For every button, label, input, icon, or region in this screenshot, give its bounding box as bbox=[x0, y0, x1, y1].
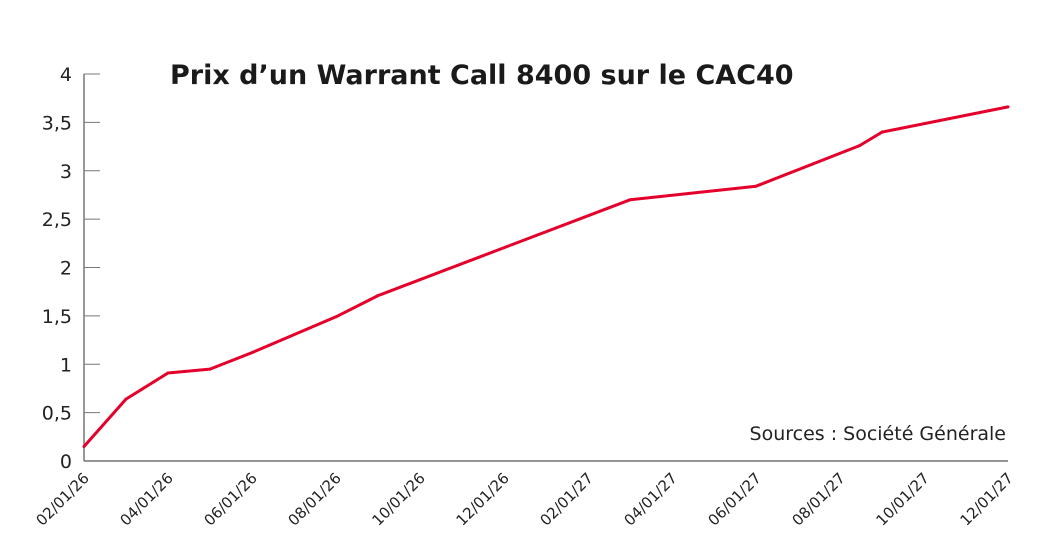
series-line bbox=[82, 105, 1009, 448]
y-tick-label: 3,5 bbox=[42, 112, 72, 134]
y-tick-label: 2,5 bbox=[42, 209, 72, 231]
x-tick-label: 08/01/27 bbox=[788, 469, 848, 529]
x-tick-label: 02/01/27 bbox=[536, 469, 596, 529]
series-group bbox=[82, 105, 1010, 448]
data-point bbox=[250, 351, 254, 355]
data-point bbox=[628, 198, 632, 202]
x-tick-label: 12/01/27 bbox=[956, 469, 1016, 529]
data-point bbox=[124, 397, 128, 401]
y-tick-label: 4 bbox=[60, 64, 72, 86]
data-point bbox=[858, 144, 862, 148]
x-tick-label: 08/01/26 bbox=[284, 469, 344, 529]
data-point bbox=[880, 130, 884, 134]
x-tick-label: 10/01/27 bbox=[872, 469, 932, 529]
x-tick-label: 04/01/26 bbox=[116, 469, 176, 529]
y-tick-label: 1 bbox=[60, 354, 72, 376]
source-note: Sources : Société Générale bbox=[750, 423, 1006, 445]
data-point bbox=[166, 371, 170, 375]
x-axis: 02/01/26 04/01/26 06/01/26 08/01/26 10/01/26… bbox=[32, 460, 1017, 529]
y-tick-label: 2 bbox=[60, 258, 72, 280]
x-tick-label: 02/01/26 bbox=[32, 469, 92, 529]
x-tick-label: 06/01/27 bbox=[704, 469, 764, 529]
y-tick-label: 0 bbox=[60, 451, 72, 473]
x-tick-label: 10/01/26 bbox=[368, 469, 428, 529]
data-point bbox=[208, 367, 212, 371]
chart-title: Prix d’un Warrant Call 8400 sur le CAC40 bbox=[170, 60, 794, 91]
y-axis: 0 0,5 1 1,5 2 2,5 3 3,5 4 bbox=[42, 64, 100, 473]
data-point bbox=[1006, 105, 1010, 109]
y-tick-label: 1,5 bbox=[42, 306, 72, 328]
y-tick-label: 0,5 bbox=[42, 403, 72, 425]
x-tick-label: 06/01/26 bbox=[200, 469, 260, 529]
x-tick-label: 04/01/27 bbox=[620, 469, 680, 529]
data-point bbox=[754, 184, 758, 188]
y-tick-label: 3 bbox=[60, 161, 72, 183]
data-point bbox=[334, 315, 338, 319]
x-tick-label: 12/01/26 bbox=[452, 469, 512, 529]
data-point bbox=[82, 444, 86, 448]
data-point bbox=[376, 294, 380, 298]
